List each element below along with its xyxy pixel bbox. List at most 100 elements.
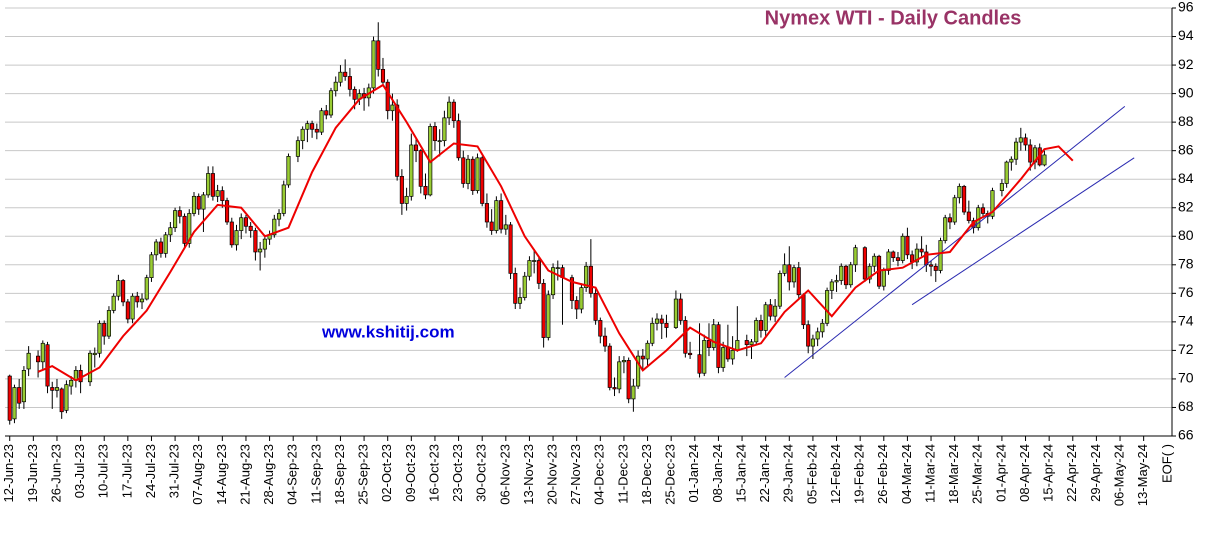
candle-body xyxy=(248,225,253,231)
candle-body xyxy=(125,301,130,320)
x-tick-label: 17-Jul-23 xyxy=(119,444,134,498)
candle-body xyxy=(943,217,948,241)
candle-body xyxy=(116,280,121,297)
candle-body xyxy=(130,295,135,320)
candle-body xyxy=(782,264,787,274)
candle-body xyxy=(735,340,740,351)
candle-body xyxy=(607,345,612,388)
x-tick-label: 06-May-24 xyxy=(1111,444,1126,506)
candle-body xyxy=(177,210,182,217)
candle-body xyxy=(338,71,343,83)
candle-body xyxy=(314,128,319,133)
x-tick-label: 29-Jan-24 xyxy=(781,444,796,503)
candle-body xyxy=(69,380,74,387)
candle-body xyxy=(163,234,168,254)
candle-body xyxy=(376,40,381,70)
candle-body xyxy=(980,207,986,214)
candle-body xyxy=(106,310,111,337)
candle-body xyxy=(59,388,64,413)
candle-body xyxy=(262,238,267,250)
candle-body xyxy=(50,387,55,391)
x-tick-label: 02-Oct-23 xyxy=(379,444,394,502)
x-tick-label: 23-Oct-23 xyxy=(450,444,465,502)
candle-body xyxy=(900,235,905,261)
candle-body xyxy=(215,190,220,197)
candle-body xyxy=(45,344,50,387)
candle-body xyxy=(825,290,830,324)
candle-body xyxy=(324,110,329,116)
y-tick-label: 88 xyxy=(1178,113,1194,129)
candle-body xyxy=(617,361,622,390)
candle-body xyxy=(121,280,126,303)
candle-body xyxy=(536,260,541,284)
candle-body xyxy=(276,213,282,220)
candle-body xyxy=(962,185,967,213)
candle-body xyxy=(569,277,575,301)
candle-body xyxy=(87,352,93,383)
candle-body xyxy=(527,260,532,277)
x-tick-label: 19-Jun-23 xyxy=(25,444,40,503)
candle-body xyxy=(423,185,428,196)
candle-body xyxy=(787,264,792,283)
candle-body xyxy=(725,347,730,360)
candle-body xyxy=(626,360,631,400)
candle-body xyxy=(139,298,145,303)
x-tick-label: 25-Dec-23 xyxy=(663,444,678,505)
candle-body xyxy=(508,224,513,274)
candle-body xyxy=(17,387,22,404)
candle-body xyxy=(702,340,707,374)
chart-title: Nymex WTI - Daily Candles xyxy=(765,7,1022,29)
candle-body xyxy=(636,355,641,387)
candle-body xyxy=(555,267,560,270)
candle-body xyxy=(791,267,797,283)
x-tick-label: 22-Jan-24 xyxy=(757,444,772,503)
x-tick-label: 16-Oct-23 xyxy=(426,444,441,502)
x-tick-label: 11-Dec-23 xyxy=(615,444,630,504)
candle-body xyxy=(399,175,404,204)
candle-body xyxy=(952,197,957,223)
candle-body xyxy=(640,355,645,360)
candle-body xyxy=(678,298,683,321)
candle-body xyxy=(12,387,17,420)
x-tick-label: 26-Feb-24 xyxy=(875,444,890,504)
candle-body xyxy=(305,123,310,130)
x-tick-label: 21-Aug-23 xyxy=(237,444,252,505)
candle-body xyxy=(999,183,1004,191)
candle-body xyxy=(173,210,178,229)
candle-body xyxy=(418,150,423,187)
candle-body xyxy=(966,211,971,221)
candle-body xyxy=(659,318,664,324)
candle-body xyxy=(310,123,315,130)
y-tick-label: 80 xyxy=(1178,227,1194,243)
watermark: www.kshitij.com xyxy=(321,322,455,341)
candle-body xyxy=(905,235,910,256)
candle-body xyxy=(191,195,197,214)
x-tick-label: 01-Jan-24 xyxy=(686,444,701,503)
x-tick-label: 07-Aug-23 xyxy=(190,444,205,505)
candle-body xyxy=(352,88,357,100)
candle-body xyxy=(475,157,480,191)
candle-body xyxy=(480,157,485,204)
candle-body xyxy=(711,324,716,348)
candle-body xyxy=(437,140,442,143)
candle-body xyxy=(333,81,338,92)
candle-body xyxy=(380,68,386,83)
x-tick-label: 06-Nov-23 xyxy=(497,444,512,505)
x-tick-label: 22-Apr-24 xyxy=(1064,444,1079,502)
candle-body xyxy=(253,230,258,253)
x-tick-label: 12-Feb-24 xyxy=(828,444,843,504)
x-tick-label: 24-Jul-23 xyxy=(143,444,158,498)
candle-body xyxy=(517,297,523,304)
x-tick-label: 18-Sep-23 xyxy=(332,444,347,505)
candle-body xyxy=(272,218,277,236)
candle-body xyxy=(574,300,579,310)
candle-body xyxy=(598,320,603,337)
x-tick-label: 12-Jun-23 xyxy=(1,444,16,503)
candle-body xyxy=(749,341,754,346)
candle-body xyxy=(144,277,149,300)
candle-body xyxy=(243,217,249,227)
candle-body xyxy=(225,200,230,223)
x-tick-label: 13-Nov-23 xyxy=(521,444,536,505)
candle-body xyxy=(7,375,12,421)
candle-body xyxy=(26,352,31,370)
